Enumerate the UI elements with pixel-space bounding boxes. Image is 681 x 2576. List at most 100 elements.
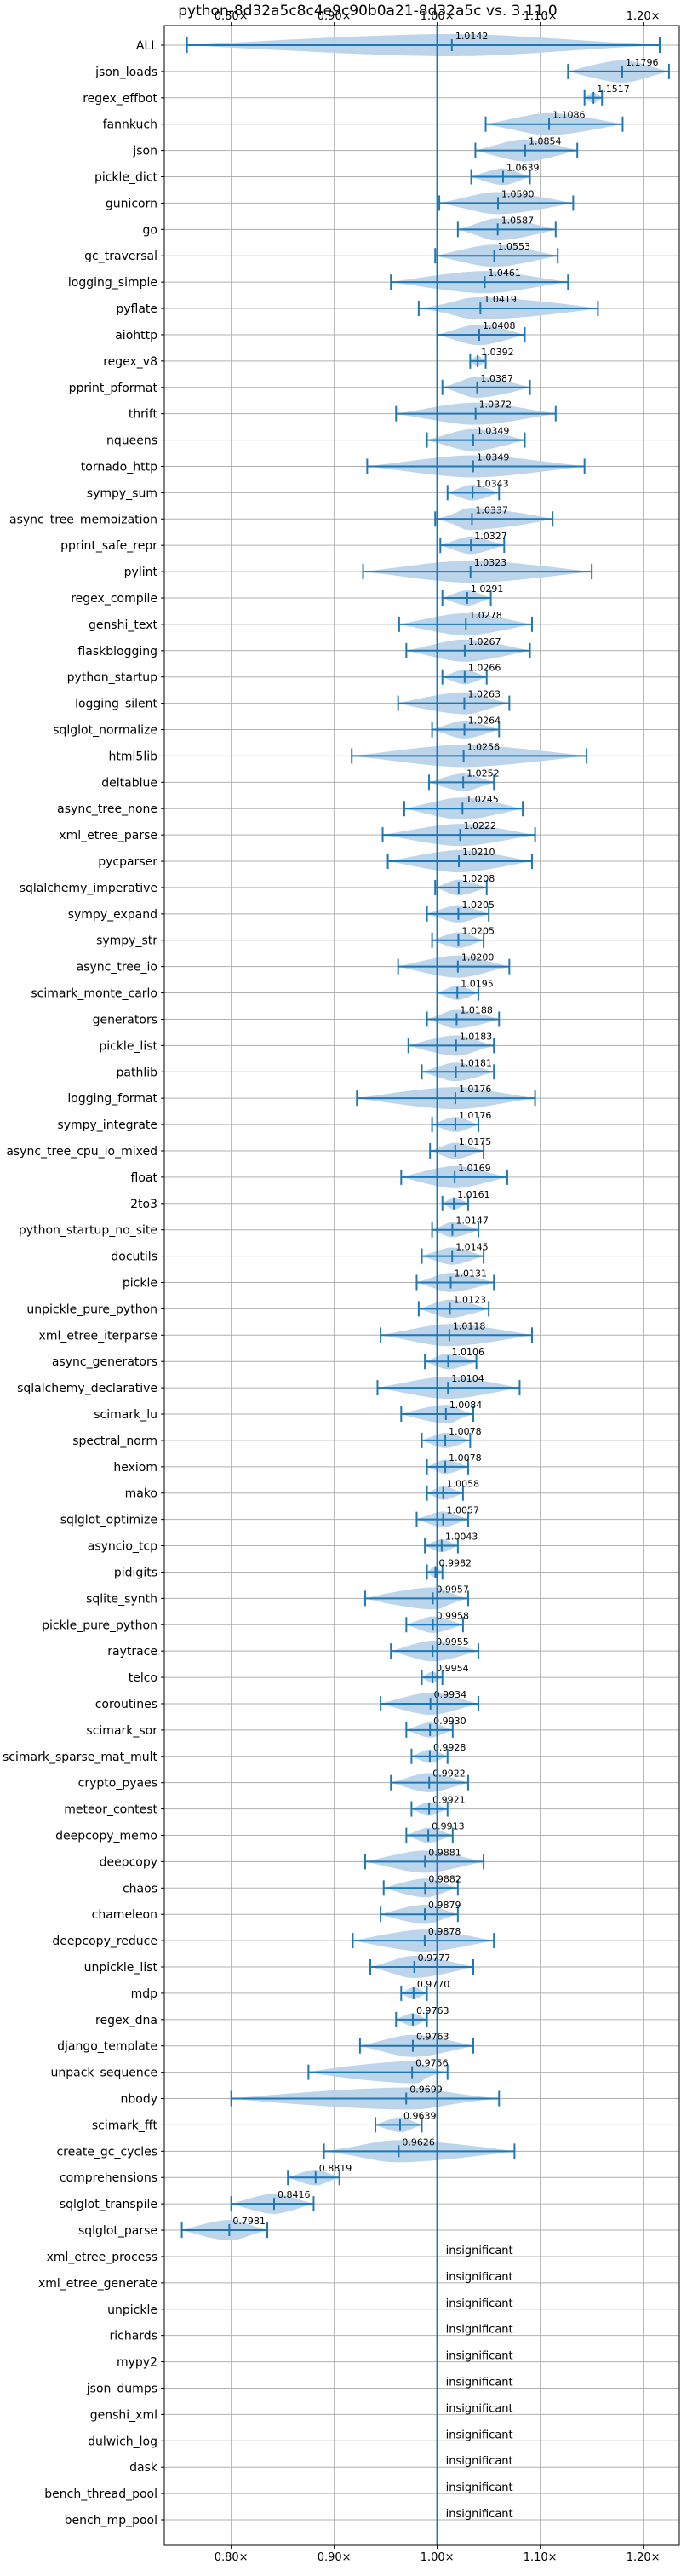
benchmark-label: bench_thread_pool [44, 2487, 157, 2501]
insignificant-label: insignificant [446, 2297, 513, 2310]
mean-value-label: 1.0337 [475, 504, 508, 515]
mean-value-label: 1.0266 [468, 663, 501, 674]
benchmark-label: raytrace [107, 1645, 157, 1659]
benchmark-label: unpickle_list [84, 1961, 158, 1975]
benchmark-label: regex_effbot [83, 92, 157, 106]
plot-area [164, 26, 679, 2545]
benchmark-label: ALL [136, 39, 157, 53]
benchmark-label: genshi_text [89, 618, 158, 632]
mean-value-label: 1.0372 [479, 400, 512, 411]
mean-value-label: 1.0222 [464, 820, 497, 831]
benchmark-label: richards [110, 2330, 158, 2343]
benchmark-label: sqlglot_transpile [60, 2198, 157, 2211]
mean-value-label: 0.9982 [438, 1557, 472, 1568]
chart-title: python-8d32a5c8c4e9c90b0a21-8d32a5c vs. … [178, 3, 557, 20]
benchmark-label: docutils [111, 1251, 157, 1264]
benchmark-label: xml_etree_parse [59, 829, 157, 842]
mean-value-label: 1.0169 [458, 1163, 491, 1174]
mean-value-label: 1.0256 [467, 741, 501, 752]
benchmark-label: logging_silent [75, 698, 157, 711]
mean-value-label: 0.9954 [436, 1663, 469, 1674]
benchmark-label: sqlite_synth [86, 1592, 157, 1606]
mean-value-label: 1.0078 [449, 1426, 482, 1437]
mean-value-label: 1.0188 [460, 1004, 493, 1015]
mean-value-label: 0.9955 [436, 1636, 469, 1647]
benchmark-label: json [132, 145, 157, 158]
mean-value-label: 1.0161 [457, 1189, 490, 1200]
benchmark-label: telco [129, 1671, 157, 1685]
mean-value-label: 1.0200 [461, 952, 495, 963]
mean-value-label: 1.0245 [466, 794, 499, 805]
mean-value-label: 1.0349 [477, 451, 510, 463]
benchmark-label: deepcopy_reduce [52, 1935, 157, 1948]
mean-value-label: 0.9626 [402, 2136, 435, 2148]
benchmark-label: pickle_dict [94, 171, 158, 185]
mean-value-label: 0.7981 [232, 2216, 266, 2227]
benchmark-label: html5lib [109, 750, 158, 763]
benchmark-label: mako [125, 1487, 157, 1501]
benchmark-label: coroutines [95, 1698, 157, 1711]
mean-value-label: 1.0419 [484, 294, 517, 305]
mean-value-label: 1.0131 [455, 1268, 488, 1279]
benchmark-label: deepcopy [100, 1855, 157, 1869]
insignificant-label: insignificant [446, 2481, 513, 2494]
mean-value-label: 1.0176 [459, 1084, 492, 1095]
mean-value-label: 1.0118 [453, 1320, 486, 1331]
benchmark-label: sympy_expand [68, 908, 157, 922]
mean-value-label: 1.0205 [461, 926, 495, 937]
benchmark-label: mdp [131, 1987, 158, 2001]
benchmark-label: pprint_pformat [69, 382, 158, 395]
mean-value-label: 1.0267 [468, 636, 501, 647]
mean-value-label: 1.0291 [471, 584, 504, 595]
benchmark-label: logging_simple [68, 276, 157, 290]
benchmark-label: xml_etree_generate [38, 2277, 157, 2291]
mean-value-label: 0.8416 [278, 2189, 311, 2200]
mean-value-label: 1.0208 [462, 873, 495, 884]
benchmark-label: scimark_sparse_mat_mult [3, 1751, 157, 1764]
benchmark-label: pycparser [98, 855, 157, 869]
mean-value-label: 0.9958 [437, 1610, 470, 1621]
benchmark-label: comprehensions [60, 2171, 157, 2185]
mean-value-label: 1.0408 [483, 320, 516, 331]
benchmark-label: pathlib [117, 1066, 158, 1079]
benchmark-label: sympy_sum [87, 486, 157, 500]
mean-value-label: 1.0078 [449, 1452, 482, 1463]
benchmark-label: scimark_monte_carlo [31, 987, 157, 1001]
mean-value-label: 0.9922 [432, 1768, 466, 1780]
mean-value-label: 0.8819 [319, 2163, 352, 2174]
mean-value-label: 1.0205 [461, 900, 495, 911]
benchmark-label: gunicorn [106, 197, 157, 210]
benchmark-label: spectral_norm [72, 1435, 157, 1448]
x-tick-label-top: 1.00× [421, 10, 455, 23]
x-tick-label-bottom: 1.00× [421, 2551, 455, 2564]
benchmark-label: meteor_contest [64, 1803, 157, 1817]
benchmark-label: asyncio_tcp [88, 1540, 157, 1554]
mean-value-label: 0.9930 [433, 1716, 466, 1727]
insignificant-label: insignificant [446, 2429, 513, 2441]
benchmark-label: pprint_safe_repr [60, 539, 157, 553]
mean-value-label: 0.9756 [415, 2058, 448, 2069]
benchmark-label: python_startup_no_site [19, 1224, 157, 1238]
mean-value-label: 1.0142 [455, 31, 489, 42]
benchmark-label: mypy2 [117, 2356, 157, 2370]
mean-value-label: 0.9957 [436, 1584, 469, 1595]
mean-value-label: 1.0252 [466, 768, 500, 779]
mean-value-label: 1.0057 [447, 1505, 480, 1516]
mean-value-label: 1.0854 [529, 136, 562, 147]
x-tick-label-top: 1.10× [524, 10, 558, 23]
mean-value-label: 0.9878 [428, 1926, 461, 1937]
benchmark-label: pickle [123, 1277, 157, 1291]
mean-value-label: 0.9882 [428, 1873, 461, 1884]
benchmark-label: regex_compile [71, 592, 157, 606]
benchmark-label: dulwich_log [88, 2435, 157, 2448]
mean-value-label: 1.0106 [451, 1347, 484, 1358]
benchmark-label: flaskblogging [77, 645, 157, 658]
benchmark-label: nbody [121, 2093, 158, 2107]
insignificant-label: insignificant [446, 2271, 513, 2284]
benchmark-label: sqlglot_optimize [60, 1514, 157, 1527]
mean-value-label: 0.9921 [432, 1795, 466, 1806]
mean-value-label: 0.9763 [416, 2032, 449, 2043]
mean-value-label: 1.0263 [467, 689, 501, 700]
mean-value-label: 0.9777 [418, 1952, 451, 1964]
